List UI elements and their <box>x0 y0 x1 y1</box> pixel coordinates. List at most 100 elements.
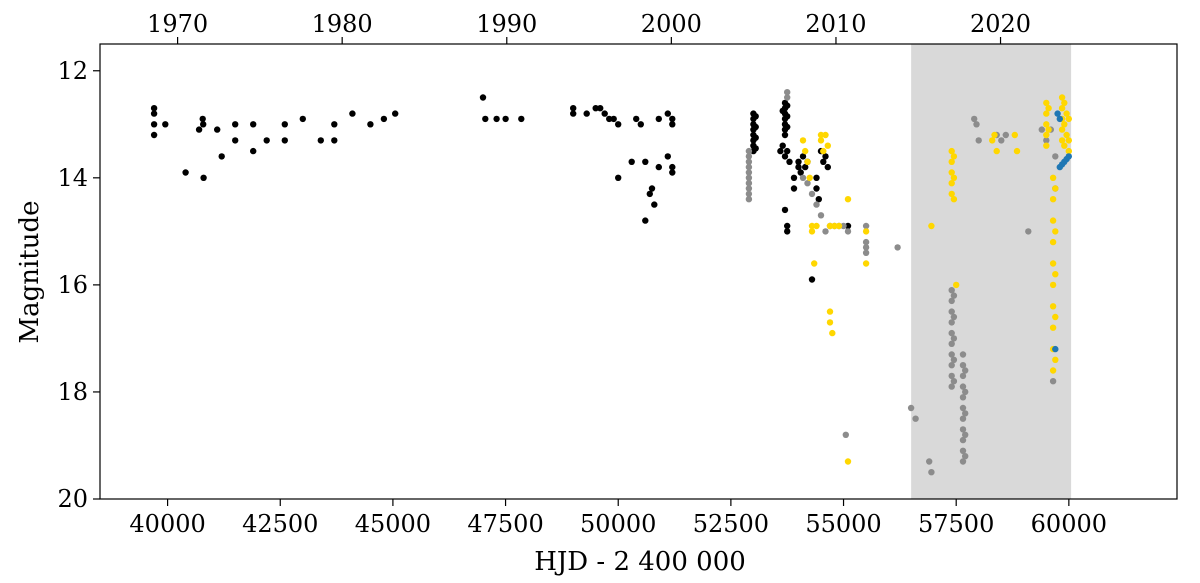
data-point-s1-8 <box>745 190 753 198</box>
data-point-s1-62 <box>962 431 969 438</box>
data-point-s0-99 <box>813 185 820 192</box>
top-year-tick-label: 2000 <box>641 10 702 38</box>
data-point-s0-53 <box>664 110 671 117</box>
data-point-s1-72 <box>1043 137 1050 144</box>
data-point-s0-26 <box>392 110 399 117</box>
data-point-s1-33 <box>948 287 955 294</box>
data-point-s2-43 <box>1045 105 1052 112</box>
data-point-s0-67 <box>752 123 759 131</box>
data-point-s0-103 <box>822 153 829 160</box>
data-point-s2-17 <box>831 222 838 230</box>
data-point-s1-43 <box>950 292 958 299</box>
data-point-s0-50 <box>655 163 662 171</box>
data-point-s2-35 <box>993 147 1000 155</box>
data-point-s1-35 <box>948 308 955 315</box>
data-point-s0-14 <box>250 121 257 128</box>
data-point-s2-68 <box>1063 110 1070 117</box>
y-tick-label: 20 <box>57 485 88 513</box>
data-point-s1-24 <box>862 238 870 246</box>
data-point-s2-61 <box>1058 105 1066 112</box>
data-point-s0-54 <box>669 115 676 123</box>
data-point-s2-57 <box>1052 271 1059 278</box>
data-point-s2-1 <box>802 147 809 155</box>
data-point-s0-45 <box>642 158 649 165</box>
data-point-s1-53 <box>959 404 967 412</box>
data-point-s2-3 <box>806 174 813 181</box>
y-tick-label: 14 <box>57 164 88 192</box>
data-point-s1-46 <box>950 356 958 363</box>
data-point-s0-42 <box>628 158 635 165</box>
data-point-s0-33 <box>570 110 577 117</box>
data-point-s0-5 <box>182 169 189 176</box>
data-point-s2-11 <box>822 131 829 139</box>
data-point-s2-44 <box>1045 126 1052 133</box>
data-point-s0-30 <box>502 115 509 123</box>
data-point-s1-48 <box>959 351 967 358</box>
data-point-s0-28 <box>482 115 489 123</box>
data-point-s0-43 <box>633 115 640 123</box>
data-point-s0-81 <box>777 147 784 155</box>
data-point-s2-64 <box>1058 137 1066 144</box>
data-point-s1-16 <box>817 212 825 219</box>
data-point-s1-74 <box>1049 378 1057 385</box>
data-point-s0-95 <box>802 163 809 171</box>
data-point-s1-63 <box>962 453 969 460</box>
x-tick-label: 60000 <box>1031 510 1107 538</box>
data-point-s2-27 <box>948 180 955 187</box>
shaded-region-layer <box>911 44 1072 499</box>
data-point-s1-12 <box>799 174 807 181</box>
data-point-s0-51 <box>655 115 662 123</box>
data-point-s2-32 <box>953 281 960 289</box>
data-point-s0-38 <box>606 115 613 123</box>
data-point-s0-44 <box>637 121 644 128</box>
data-point-s2-67 <box>1061 142 1068 149</box>
data-point-s1-59 <box>962 367 969 374</box>
data-point-s0-20 <box>317 137 324 144</box>
data-point-s0-25 <box>380 115 388 123</box>
data-point-s0-34 <box>583 110 590 117</box>
data-point-s0-77 <box>784 102 791 109</box>
data-point-s2-4 <box>808 222 816 230</box>
data-point-s2-0 <box>799 137 807 144</box>
data-point-s0-13 <box>232 137 239 144</box>
data-point-s1-22 <box>844 228 852 235</box>
data-point-s0-48 <box>648 185 656 192</box>
data-point-s1-11 <box>784 94 791 101</box>
data-point-s0-46 <box>642 217 649 224</box>
data-point-s0-11 <box>218 153 225 160</box>
data-point-s0-41 <box>615 174 622 181</box>
data-point-s2-56 <box>1052 228 1059 235</box>
data-point-s0-49 <box>651 201 658 208</box>
data-point-s2-12 <box>824 142 831 149</box>
data-point-s0-68 <box>752 134 759 141</box>
data-point-s0-102 <box>820 158 827 165</box>
data-point-s2-39 <box>1043 110 1050 117</box>
data-point-s0-6 <box>195 126 203 133</box>
data-point-s0-21 <box>331 121 338 128</box>
data-point-s1-34 <box>948 297 955 305</box>
data-point-s0-24 <box>367 121 374 128</box>
data-point-s2-40 <box>1043 121 1050 128</box>
data-point-s2-51 <box>1049 303 1057 310</box>
data-point-s2-19 <box>844 196 852 203</box>
data-point-s1-56 <box>959 436 967 444</box>
data-point-s2-20 <box>844 458 852 465</box>
data-point-s1-27 <box>842 431 849 438</box>
data-point-s1-32 <box>928 469 935 476</box>
data-point-s1-47 <box>950 378 958 385</box>
data-point-s1-42 <box>948 383 955 390</box>
data-point-s1-21 <box>840 222 847 230</box>
data-point-s2-69 <box>1063 131 1070 139</box>
y-axis-title: Magnitude <box>15 200 45 343</box>
data-point-s2-16 <box>826 222 834 230</box>
data-point-s2-31 <box>950 196 958 203</box>
data-point-s0-8 <box>200 121 207 128</box>
data-point-s1-13 <box>804 180 811 187</box>
data-point-s0-55 <box>669 121 676 128</box>
data-point-s2-60 <box>1058 94 1066 101</box>
data-point-s0-83 <box>781 153 789 160</box>
data-points-layer <box>150 89 1073 476</box>
data-point-s0-78 <box>784 113 791 120</box>
x-tick-label: 47500 <box>467 510 543 538</box>
